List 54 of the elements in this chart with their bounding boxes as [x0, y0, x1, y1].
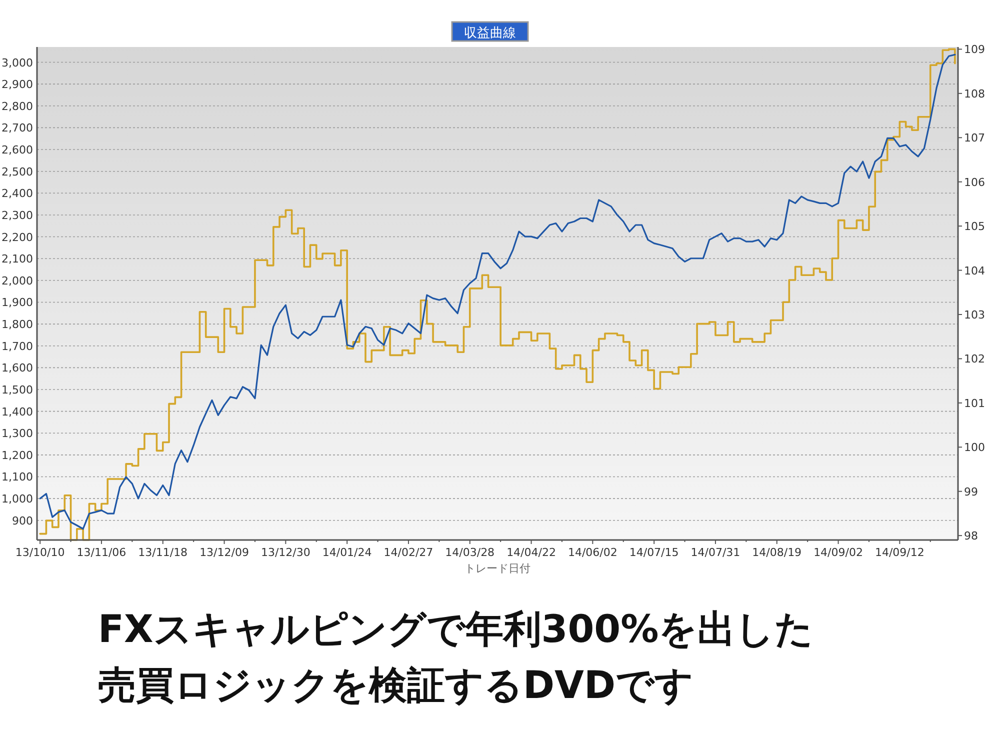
y-tick-label: 2,200 — [2, 230, 33, 244]
chart-title: 収益曲線 — [464, 26, 516, 41]
x-tick-label: 14/01/24 — [322, 546, 372, 559]
x-axis-title: トレード日付 — [464, 562, 530, 575]
y-tick-label: 2,100 — [2, 252, 33, 266]
y-tick-label: 2,800 — [2, 100, 33, 113]
y2-tick-label: 103 — [964, 308, 985, 322]
y-tick-label: 900 — [12, 514, 33, 528]
title: 収益曲線 — [451, 21, 529, 42]
text: FXスキャルピングで年利300%を出した — [98, 607, 814, 651]
y-tick-label: 2,400 — [2, 187, 33, 200]
y2-tick-label: 100 — [964, 441, 985, 454]
y-tick-label: 2,900 — [2, 78, 33, 92]
y-tick-label: 3,000 — [2, 56, 33, 70]
y2-tick-label: 101 — [964, 396, 985, 410]
y-tick-label: 1,700 — [2, 340, 33, 353]
x-tick-label: 14/07/31 — [690, 546, 740, 559]
x-tick-label: 14/04/22 — [506, 546, 556, 559]
x-tick-label: 14/02/27 — [384, 546, 434, 559]
x-tick-label: 14/06/02 — [568, 546, 618, 559]
y2-tick-label: 106 — [964, 176, 985, 189]
text: 売買ロジックを検証するDVDです — [98, 663, 694, 707]
y-tick-label: 2,700 — [2, 122, 33, 135]
y-tick-label: 1,500 — [2, 383, 33, 396]
y2-tick-label: 109 — [964, 43, 985, 56]
y2-tick-label: 98 — [964, 530, 978, 543]
y-tick-label: 2,600 — [2, 144, 33, 157]
x-tick-label: 14/09/02 — [814, 546, 863, 559]
y2-tick-label: 99 — [964, 485, 978, 498]
y2-tick-label: 107 — [964, 132, 985, 145]
x-tick-label: 13/12/09 — [200, 546, 249, 559]
x-tick-label: 13/10/10 — [15, 546, 65, 559]
y-tick-label: 2,300 — [2, 208, 33, 222]
y2-tick-label: 108 — [964, 87, 985, 100]
y-tick-label: 1,200 — [2, 448, 33, 462]
y2-tick-label: 105 — [964, 220, 985, 234]
x-tick-label: 14/07/15 — [629, 546, 679, 559]
x-tick-label: 14/09/12 — [874, 546, 924, 559]
x-tick-label: 13/12/30 — [260, 546, 310, 559]
y-tick-label: 1,400 — [2, 405, 33, 418]
y-tick-label: 1,900 — [2, 296, 33, 310]
y-tick-label: 1,100 — [2, 470, 33, 484]
y-tick-label: 1,000 — [2, 492, 33, 506]
x-tick-label: 14/03/28 — [445, 546, 495, 559]
x-tick-label: 13/11/06 — [76, 546, 126, 559]
y-tick-label: 2,000 — [2, 274, 33, 288]
y2-tick-label: 104 — [964, 264, 985, 278]
y-tick-label: 1,600 — [2, 362, 33, 375]
x-tick-label: 14/08/19 — [752, 546, 802, 559]
y-tick-label: 2,500 — [2, 165, 33, 178]
x-tick-label: 13/11/18 — [138, 546, 188, 559]
y2-tick-label: 102 — [964, 352, 985, 366]
y-tick-label: 1,300 — [2, 427, 33, 440]
y-tick-label: 1,800 — [2, 318, 33, 332]
